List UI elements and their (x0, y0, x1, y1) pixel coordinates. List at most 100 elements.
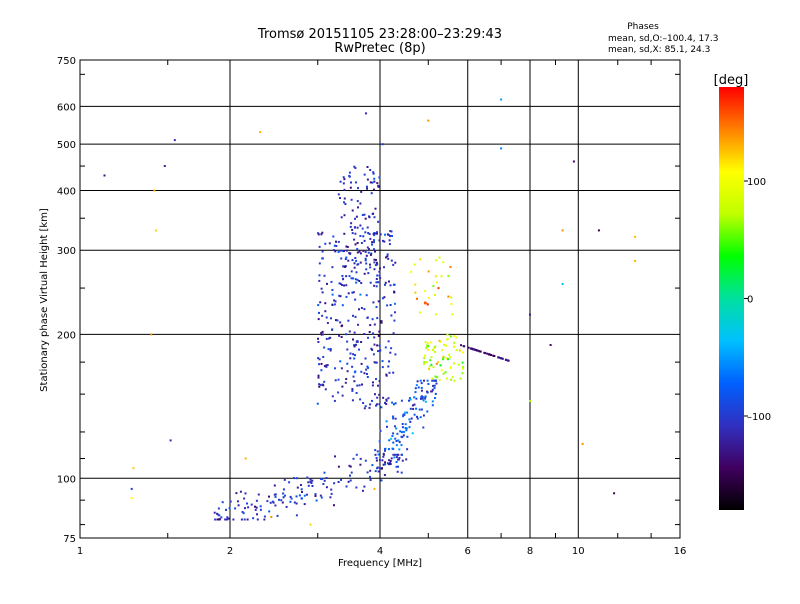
data-point (321, 291, 324, 294)
data-point (329, 336, 332, 339)
data-point (327, 348, 330, 351)
colorbar-label: [deg] (714, 73, 749, 88)
data-point (346, 340, 349, 343)
data-point (218, 518, 221, 521)
data-point (351, 232, 354, 235)
data-point (373, 180, 376, 183)
data-point (353, 380, 356, 383)
data-point (354, 257, 357, 259)
data-point (374, 361, 377, 364)
data-point (325, 365, 328, 368)
data-point (319, 494, 322, 497)
data-point (457, 363, 460, 366)
data-point (374, 250, 376, 253)
data-point (259, 131, 262, 134)
data-point (418, 408, 421, 411)
data-point (424, 354, 426, 357)
chart-title: Tromsø 20151105 23:28:00–23:29:43 (257, 27, 502, 42)
data-point (375, 261, 378, 264)
data-point (283, 478, 286, 481)
data-point (263, 515, 266, 518)
data-point (371, 384, 374, 387)
data-point (332, 249, 335, 252)
data-point (318, 383, 321, 386)
data-point (384, 283, 386, 286)
data-point (289, 500, 292, 503)
data-point (342, 277, 344, 280)
data-point (385, 256, 387, 259)
data-point (365, 268, 368, 271)
data-point (346, 348, 349, 351)
data-point (419, 258, 422, 261)
x-tick-label: 4 (377, 546, 383, 557)
data-point (241, 511, 244, 513)
y-tick-label: 500 (57, 140, 76, 151)
data-point (328, 242, 331, 245)
data-point (352, 353, 355, 356)
data-point (434, 397, 436, 399)
data-point (377, 350, 379, 353)
data-point (242, 512, 245, 515)
data-points (103, 98, 637, 526)
data-point (376, 232, 378, 235)
data-point (375, 378, 377, 380)
data-point (364, 217, 367, 220)
data-point (376, 450, 379, 453)
data-point (268, 510, 271, 513)
data-point (419, 379, 422, 382)
data-point (393, 456, 396, 459)
data-point (344, 265, 347, 268)
data-point (455, 349, 458, 352)
data-point (433, 387, 436, 390)
data-point (349, 352, 352, 355)
data-point (423, 363, 426, 365)
data-point (455, 336, 458, 339)
data-point (434, 392, 437, 395)
data-point (355, 259, 358, 262)
data-point (385, 373, 388, 376)
data-point (374, 207, 377, 210)
data-point (415, 384, 418, 387)
data-point (382, 455, 385, 458)
data-point (392, 417, 395, 420)
data-point (375, 281, 378, 284)
data-point (334, 455, 336, 458)
data-point (492, 354, 495, 357)
data-point (318, 385, 321, 388)
data-point (150, 333, 153, 336)
data-point (426, 390, 428, 393)
data-point (428, 365, 431, 368)
data-point (389, 304, 392, 306)
data-point (380, 467, 383, 470)
data-point (336, 319, 339, 322)
data-point (373, 188, 375, 191)
data-point (447, 275, 450, 278)
data-point (434, 275, 437, 278)
data-point (361, 227, 364, 230)
data-point (372, 353, 375, 356)
data-point (321, 314, 324, 317)
data-point (353, 357, 356, 360)
data-point (434, 345, 437, 348)
data-point (447, 358, 449, 361)
data-point (434, 313, 437, 316)
data-point (366, 166, 369, 168)
data-point (339, 249, 342, 252)
data-point (392, 441, 395, 444)
data-point (424, 400, 427, 403)
data-point (438, 339, 441, 342)
data-point (303, 503, 306, 506)
chart-subtitle: RwPretec (8p) (334, 41, 425, 56)
data-point (561, 283, 564, 285)
data-point (368, 331, 371, 333)
data-point (353, 165, 356, 168)
data-point (349, 252, 352, 255)
data-point (381, 297, 384, 300)
data-point (393, 283, 396, 286)
data-point (372, 301, 375, 304)
data-point (442, 356, 445, 359)
data-point (335, 245, 338, 247)
data-point (366, 178, 369, 181)
data-point (403, 430, 405, 433)
